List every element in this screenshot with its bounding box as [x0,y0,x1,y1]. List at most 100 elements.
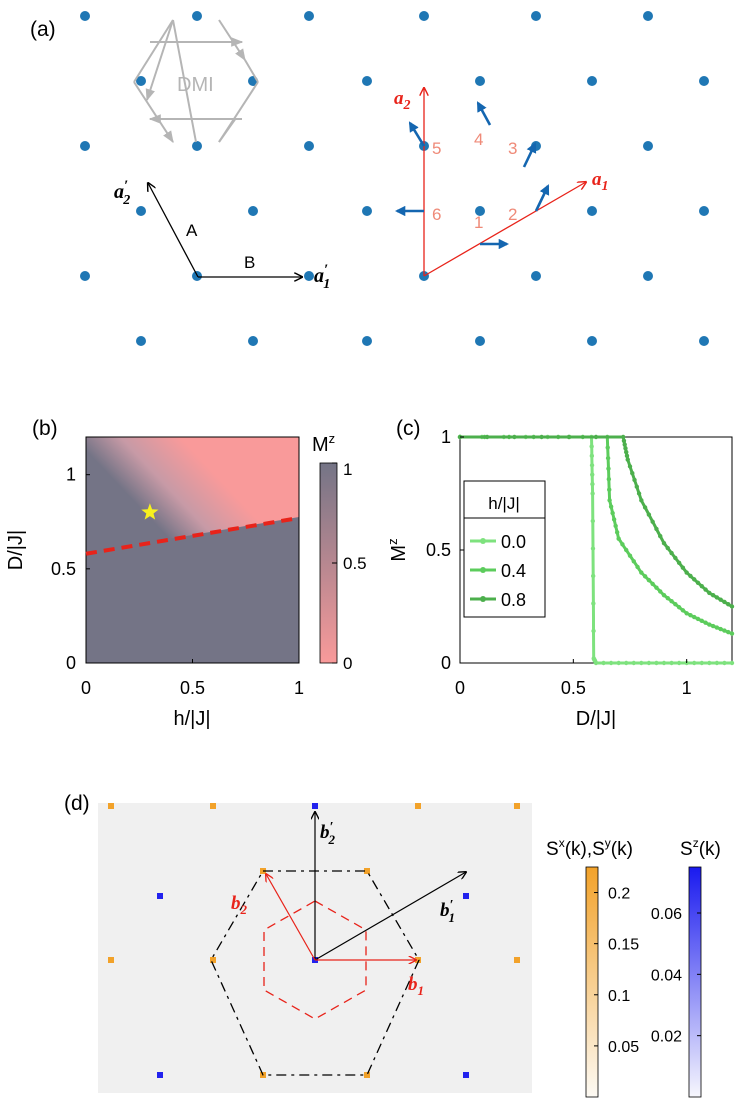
data-point [703,587,708,592]
a1-prime-label: a′ 1 [314,262,330,292]
colorbar-sxy-tick: 0.2 [608,886,630,903]
lattice-site [362,206,372,216]
data-point [566,434,571,440]
data-point [620,542,625,547]
y-tick-label: 0 [66,653,76,673]
legend-entry: 0.4 [501,561,526,581]
data-point [722,628,727,633]
colorbar-sxy-tick: 0.1 [608,988,630,1005]
data-point [665,545,670,551]
star-marker [141,503,159,520]
site-5: 5 [432,139,441,158]
data-point [589,463,595,468]
data-point [624,547,629,553]
panel-c-series [457,434,735,666]
lattice-site [248,206,258,216]
panel-b-ylabel: D/|J| [5,530,27,570]
peak [108,803,114,809]
lattice-site [643,271,653,281]
data-point [654,660,659,666]
b2-prime-label: b′ 2 [320,820,335,847]
data-point [722,599,727,605]
data-point [658,533,663,539]
data-point [726,629,731,635]
panel-c-legend: h/|J| 0.0 0.4 0.8 [463,480,546,618]
lattice-site [531,11,541,21]
data-point [680,565,686,570]
data-point [718,597,723,602]
data-point [621,438,627,443]
data-point [729,604,735,609]
lattice-site [643,11,653,21]
data-point [729,660,735,666]
bond-a-label: A [186,221,198,240]
lattice-site [304,141,314,151]
panel-b: (b) 0 0.5 1 0 0.5 1 h/|J| D/|J| Mz 0 0.5 1 [5,417,367,730]
dmi-label: DMI [177,74,214,96]
data-point [624,453,630,459]
data-point [608,504,614,509]
panel-b-ticks: 0 0.5 1 0 0.5 1 [51,465,304,698]
peak [514,803,520,809]
svg-text:0.5: 0.5 [343,554,367,573]
data-point [627,553,633,558]
site-2: 2 [508,205,517,224]
data-point [714,660,720,666]
b1-prime-vector [314,872,466,961]
a2-label: a2 [394,88,411,113]
data-point [625,457,630,462]
site-1: 1 [474,213,483,232]
colorbar-sz [688,866,702,1098]
dmi-hexagram [133,19,259,144]
lattice-site [475,206,485,216]
x-tick-label: 0 [455,678,465,698]
peak [157,893,163,899]
data-point [591,628,596,634]
data-point [605,455,611,461]
data-point [606,476,612,482]
data-point [631,660,636,666]
data-point [616,536,621,541]
lattice-site [475,76,485,86]
data-point [661,593,667,598]
lattice-site [587,76,597,86]
colorbar-sz-tick: 0.04 [651,967,682,984]
data-point [661,660,667,666]
panel-d: (d) b′ 2 b′ 1 b2 b1 Sx(k),Sy(k) Sz(k) 0.05… [64,792,721,1098]
spin-arrows [394,101,550,250]
y-tick-label: 1 [441,427,451,447]
data-point [616,660,621,666]
data-point [684,570,689,575]
peak [364,1072,370,1078]
triangular-lattice [80,11,709,346]
data-point [707,590,712,596]
data-point [669,660,674,666]
data-point [654,526,659,532]
b2-vector [266,874,316,961]
data-point [654,585,659,590]
x-tick-label: 1 [294,678,304,698]
data-point [611,517,617,522]
data-point [590,481,595,487]
x-tick-label: 0 [81,678,91,698]
b2-label: b2 [231,893,248,917]
y-tick-label: 0 [441,653,451,673]
data-point [695,580,701,585]
data-point [606,466,611,471]
data-point [593,434,599,440]
data-point [707,660,712,666]
lattice-site [475,336,485,346]
lattice-site [587,206,597,216]
site-numbers: 1 2 3 4 5 6 [432,130,517,232]
lattice-site [587,336,597,346]
peak [157,1072,163,1078]
panel-c-xlabel: D/|J| [576,708,616,730]
a1-label: a1 [592,169,609,194]
data-point [613,523,618,529]
data-point [590,491,595,496]
panel-a: (a) DMI a′ 2 a′ 1 A B [30,11,709,346]
data-point [642,574,648,579]
data-point [658,589,663,594]
peak [514,957,520,963]
